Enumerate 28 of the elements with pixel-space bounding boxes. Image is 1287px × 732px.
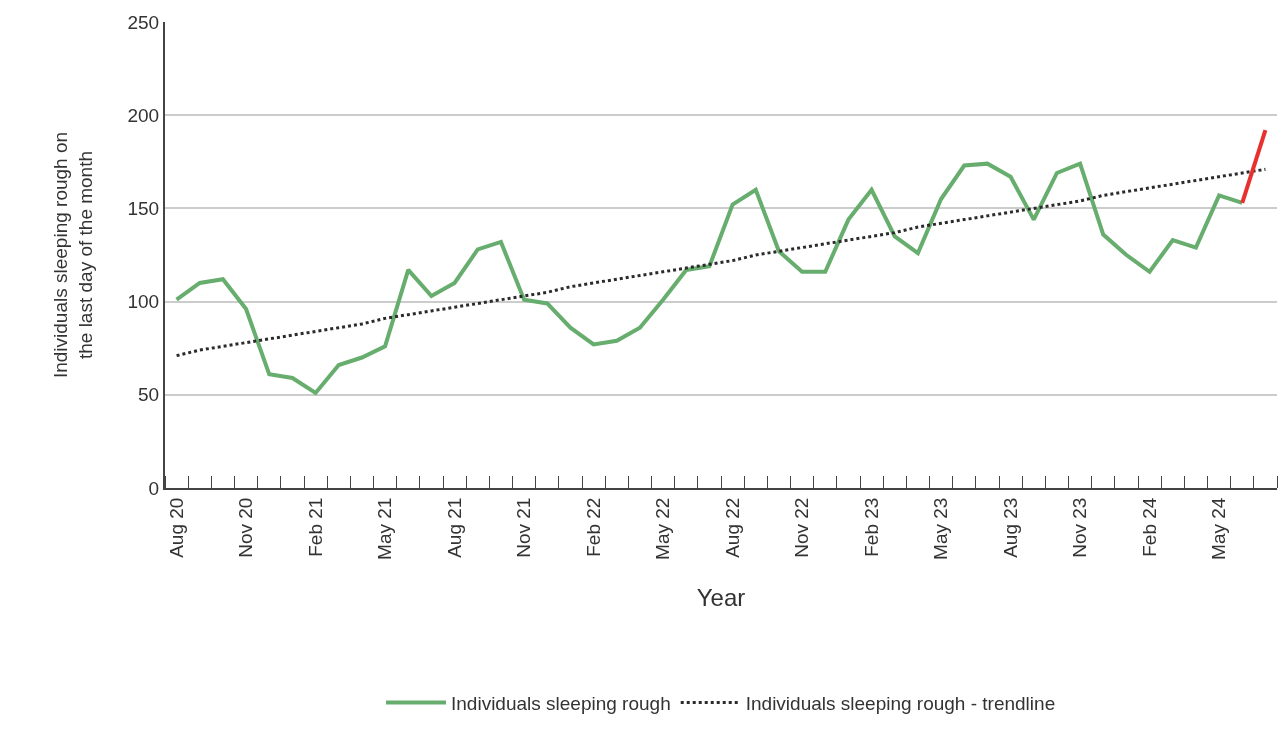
- y-tick-label: 0: [148, 477, 160, 499]
- x-tick-label: Nov 21: [513, 497, 535, 558]
- x-tick-label: May 21: [374, 497, 396, 560]
- x-tick-label: Nov 23: [1069, 497, 1091, 558]
- y-tick-label: 100: [127, 291, 160, 313]
- x-tick-label: Feb 22: [582, 497, 604, 557]
- x-tick-label: Feb 23: [860, 497, 882, 557]
- legend-label: Individuals sleeping rough: [451, 692, 671, 714]
- x-tick-label: Nov 22: [791, 497, 813, 558]
- x-tick-label: Aug 21: [443, 497, 465, 558]
- x-tick-label: Feb 24: [1138, 497, 1160, 557]
- x-tick-label: Feb 21: [304, 497, 326, 557]
- y-tick-label: 150: [127, 198, 160, 220]
- line-series: [174, 161, 1245, 395]
- y-axis-title: Individuals sleeping rough on the last day of the month: [50, 131, 96, 379]
- x-tick-label: Aug 22: [721, 497, 743, 558]
- y-tick-label: 250: [127, 11, 160, 33]
- legend-label: Individuals sleeping rough - trendline: [745, 692, 1056, 714]
- x-tick-label: Aug 20: [165, 497, 187, 558]
- y-tick-label: 200: [127, 104, 160, 126]
- x-tick-label: May 22: [652, 497, 674, 560]
- y-tick-label: 50: [138, 384, 160, 406]
- x-tick-label: Nov 20: [235, 497, 257, 558]
- x-tick-label: May 23: [930, 497, 952, 560]
- x-tick-label: Aug 23: [999, 497, 1021, 558]
- x-axis-title: Year: [696, 583, 746, 611]
- x-tick-label: May 24: [1208, 497, 1230, 560]
- line-series: [175, 167, 1267, 358]
